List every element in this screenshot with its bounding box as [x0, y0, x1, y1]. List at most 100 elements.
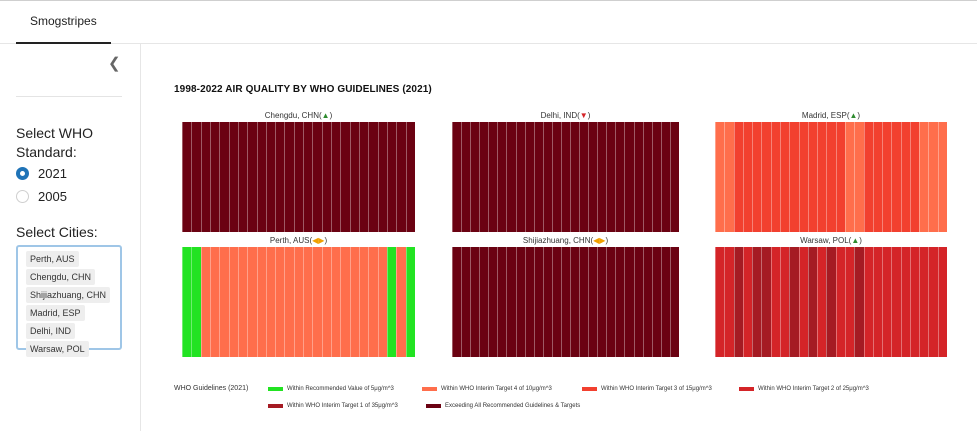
legend-swatch [268, 404, 283, 408]
panel-title: Delhi, IND(▼) [540, 111, 591, 120]
year-stripe [770, 247, 780, 357]
year-stripe [524, 247, 534, 357]
year-stripe [209, 247, 220, 357]
panel-title: Warsaw, POL(▲) [800, 236, 862, 245]
year-stripe [479, 247, 489, 357]
tab-smogstripes[interactable]: Smogstripes [16, 1, 111, 44]
year-stripe [928, 122, 938, 232]
chevron-left-icon[interactable]: ❮ [108, 55, 121, 72]
radio-standard-2005[interactable]: 2005 [16, 186, 67, 206]
year-stripe [770, 122, 780, 232]
year-stripe [533, 247, 543, 357]
city-option[interactable]: Warsaw, POL [26, 341, 89, 357]
year-stripe [452, 247, 462, 357]
year-stripe [452, 122, 462, 232]
legend-label: Within WHO Interim Target 4 of 10μg/m^3 [441, 386, 552, 392]
year-stripe [733, 122, 743, 232]
year-stripe [321, 122, 331, 232]
year-stripe [715, 122, 725, 232]
stripes [452, 122, 679, 232]
legend-item: Exceeding All Recommended Guidelines & T… [426, 403, 580, 409]
year-stripe [506, 122, 516, 232]
year-stripe [570, 122, 580, 232]
legend-label: Within WHO Interim Target 3 of 15μg/m^3 [601, 386, 712, 392]
stripes [452, 247, 679, 357]
panel-city-name: Perth, AUS [269, 236, 310, 245]
trend-icon: ▲ [321, 111, 330, 120]
year-stripe [228, 122, 238, 232]
panel-chengdu: Chengdu, CHN(▲) [182, 111, 415, 232]
panel-city-name: Madrid, ESP [801, 111, 847, 120]
year-stripe [642, 247, 652, 357]
year-stripe [900, 122, 910, 232]
radio-standard-2021[interactable]: 2021 [16, 163, 67, 183]
year-stripe [461, 247, 471, 357]
year-stripe [807, 122, 818, 232]
year-stripe [724, 247, 734, 357]
year-stripe [570, 247, 580, 357]
year-stripe [275, 122, 285, 232]
year-stripe [524, 122, 534, 232]
year-stripe [256, 122, 266, 232]
panel-perth: Perth, AUS(◀▶) [182, 236, 415, 357]
city-option[interactable]: Perth, AUS [26, 251, 79, 267]
year-stripe [515, 122, 525, 232]
year-stripe [182, 247, 192, 357]
year-stripe [651, 247, 661, 357]
year-stripe [633, 122, 643, 232]
year-stripe [560, 122, 571, 232]
radio-label: 2005 [38, 188, 67, 204]
year-stripe [919, 247, 929, 357]
year-stripe [928, 247, 938, 357]
year-stripe [182, 122, 192, 232]
legend-label: Within Recommended Value of 5μg/m^3 [287, 386, 394, 392]
panel-delhi: Delhi, IND(▼) [452, 111, 679, 232]
year-stripe [817, 247, 827, 357]
year-stripe [807, 247, 818, 357]
year-stripe [937, 122, 948, 232]
legend-swatch [268, 387, 283, 391]
year-stripe [497, 247, 507, 357]
cities-label: Select Cities: [16, 224, 98, 240]
legend-label: Within WHO Interim Target 2 of 25μg/m^3 [758, 386, 869, 392]
year-stripe [742, 122, 753, 232]
year-stripe [863, 122, 873, 232]
year-stripe [669, 247, 679, 357]
year-stripe [331, 247, 341, 357]
year-stripe [606, 247, 616, 357]
year-stripe [331, 122, 341, 232]
year-stripe [835, 122, 845, 232]
year-stripe [789, 122, 799, 232]
top-nav: Smogstripes [0, 0, 977, 44]
year-stripe [633, 247, 643, 357]
city-option[interactable]: Madrid, ESP [26, 305, 85, 321]
year-stripe [256, 247, 266, 357]
year-stripe [247, 122, 257, 232]
year-stripe [615, 247, 625, 357]
panel-warsaw: Warsaw, POL(▲) [715, 236, 948, 357]
year-stripe [624, 247, 634, 357]
year-stripe [368, 122, 378, 232]
year-stripe [826, 122, 836, 232]
year-stripe [669, 122, 679, 232]
trend-icon: ◀▶ [312, 236, 325, 245]
year-stripe [761, 122, 771, 232]
year-stripe [551, 122, 561, 232]
year-stripe [191, 122, 201, 232]
city-option[interactable]: Delhi, IND [26, 323, 76, 339]
year-stripe [497, 122, 507, 232]
year-stripe [506, 247, 516, 357]
year-stripe [642, 122, 652, 232]
city-option[interactable]: Shijiazhuang, CHN [26, 287, 111, 303]
city-option[interactable]: Chengdu, CHN [26, 269, 96, 285]
trend-icon: ▲ [849, 111, 858, 120]
panel-title: Shijiazhuang, CHN(◀▶) [522, 236, 609, 245]
year-stripe [733, 247, 743, 357]
stripes [182, 122, 415, 232]
cities-multiselect[interactable]: Perth, AUS Chengdu, CHN Shijiazhuang, CH… [16, 245, 122, 357]
year-stripe [461, 122, 471, 232]
year-stripe [891, 122, 901, 232]
year-stripe [293, 122, 304, 232]
year-stripe [358, 122, 369, 232]
year-stripe [349, 122, 359, 232]
